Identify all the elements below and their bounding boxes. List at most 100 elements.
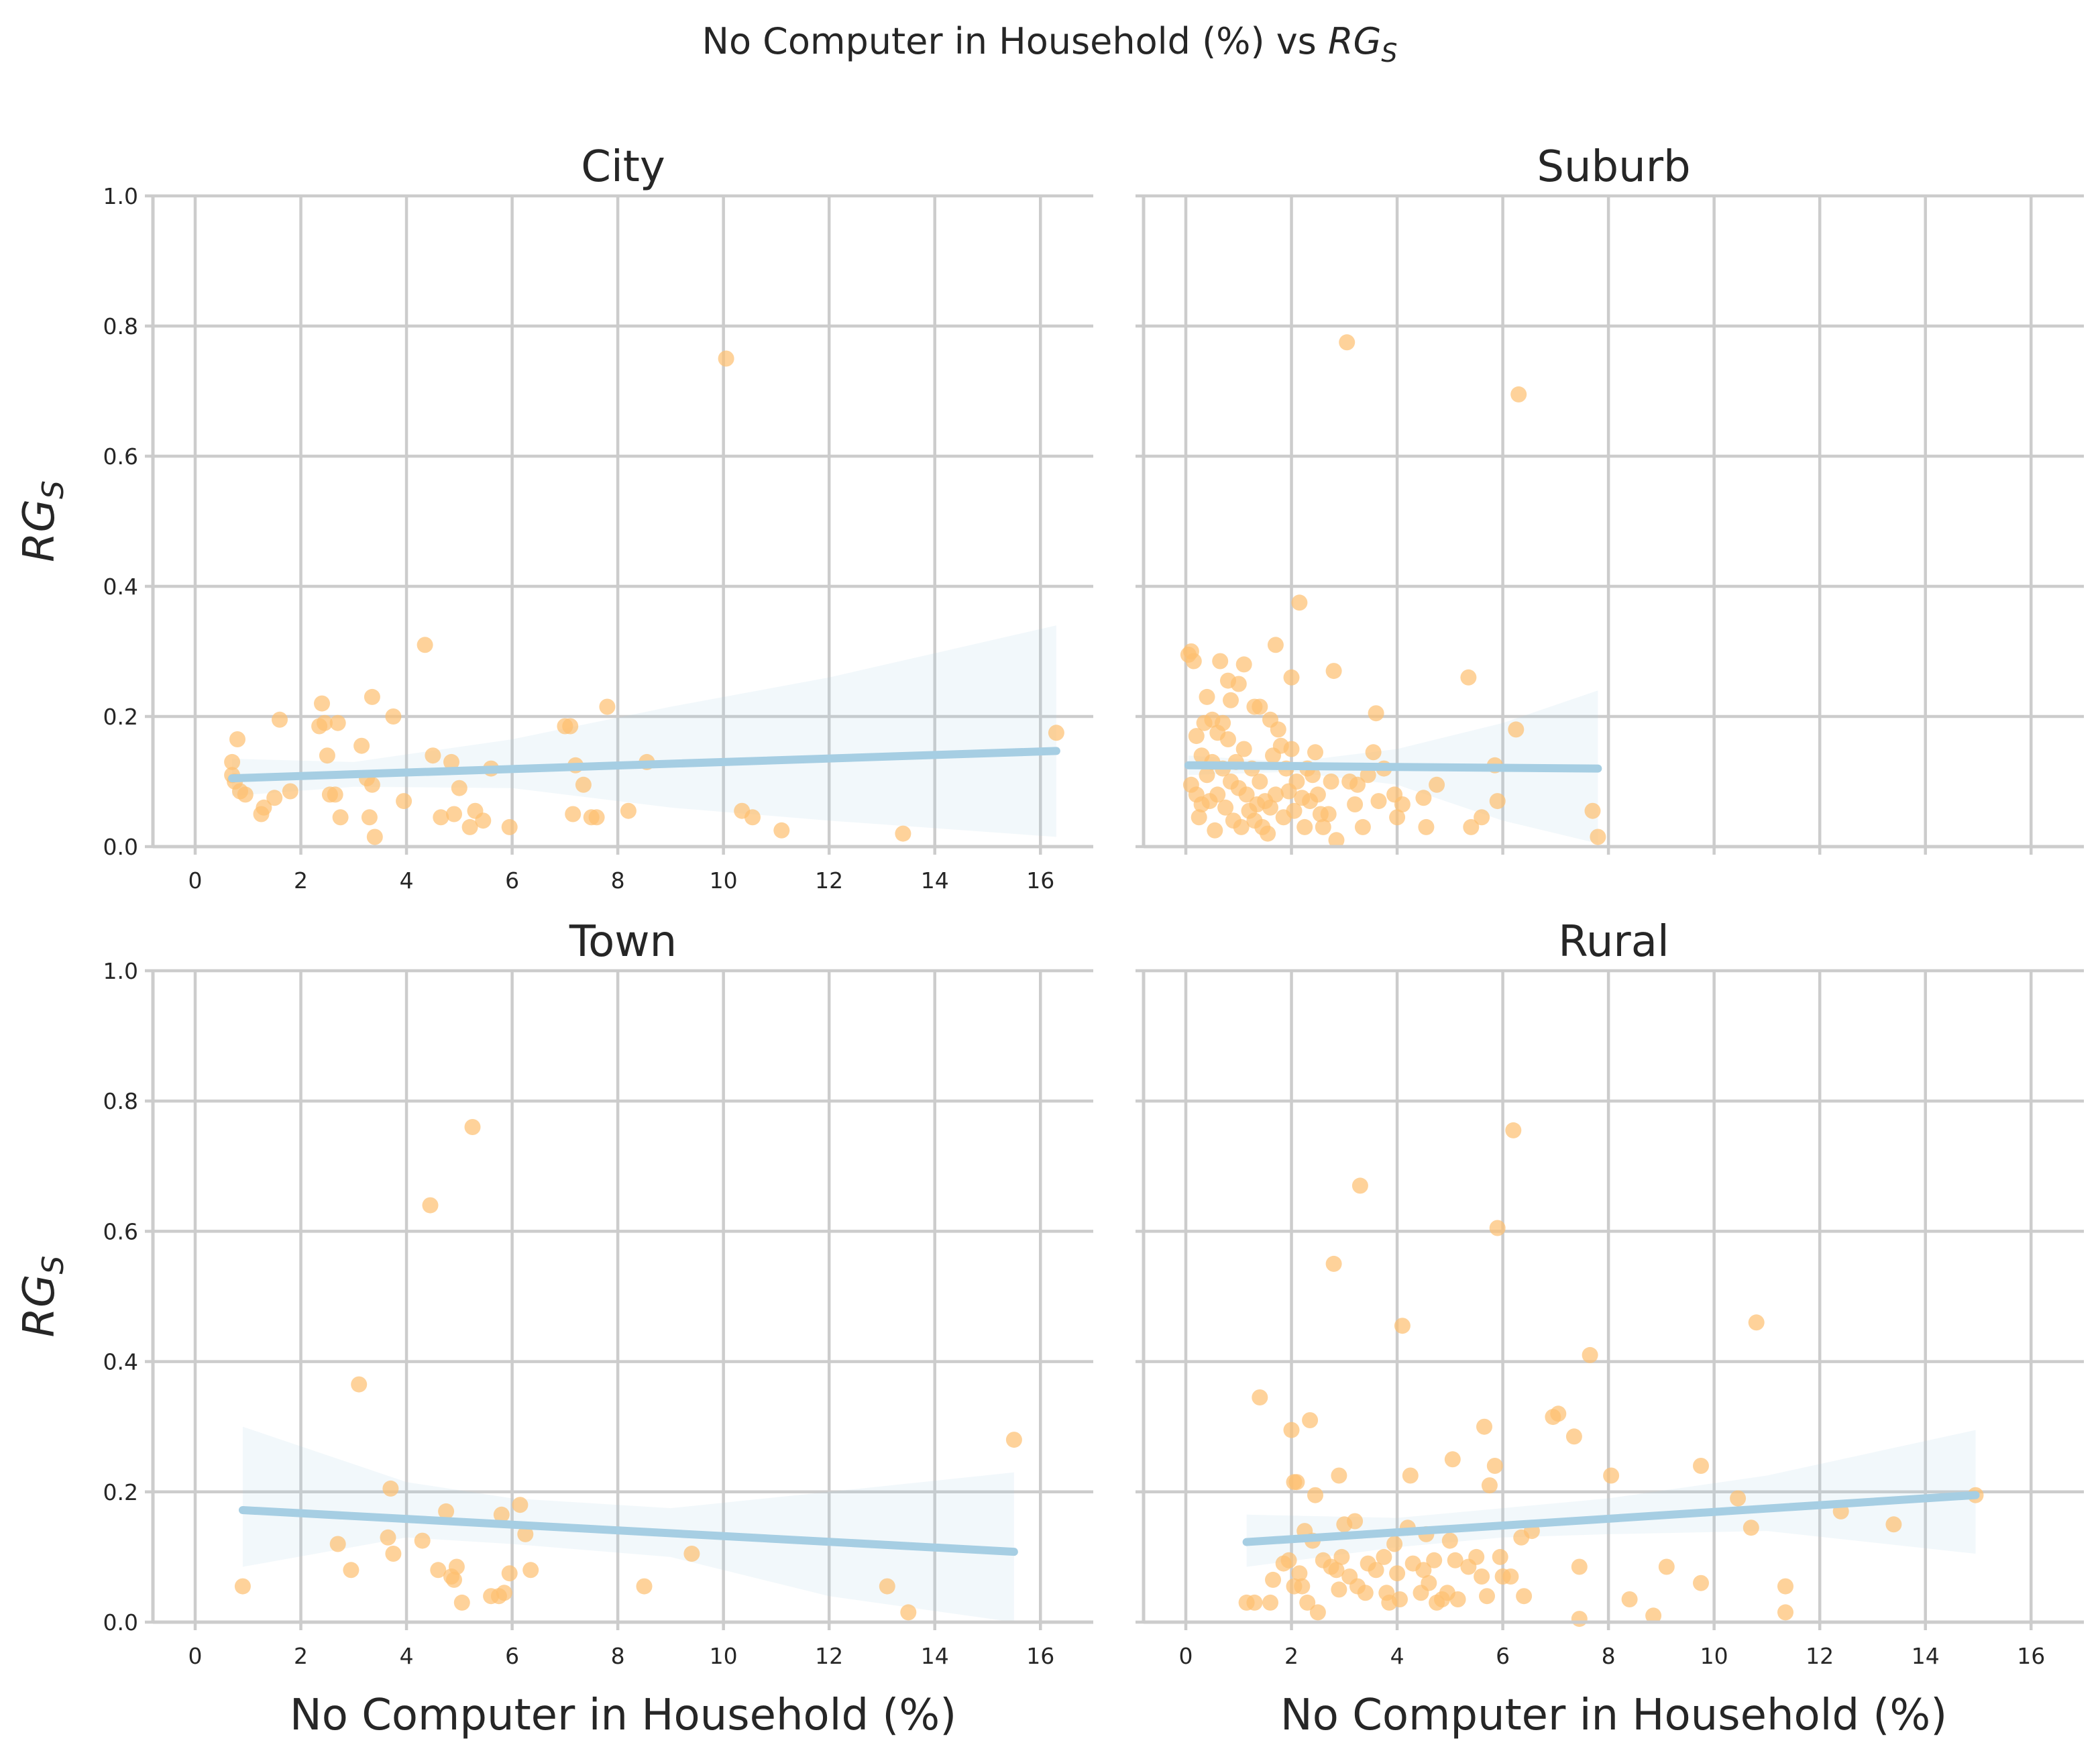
data-point [438, 1503, 455, 1520]
data-point [895, 825, 911, 842]
data-point [353, 737, 370, 754]
data-point [446, 806, 462, 822]
regression-line-rural [1242, 1491, 1980, 1546]
data-point [1516, 1588, 1533, 1605]
data-point [900, 1604, 917, 1621]
confidence-band-town [242, 1426, 1014, 1622]
data-point [1486, 1458, 1503, 1474]
data-point [314, 695, 330, 712]
y-axis-label: RGS [15, 1256, 70, 1338]
data-point [1565, 1428, 1582, 1445]
data-point [1481, 1477, 1498, 1494]
data-point [366, 829, 383, 845]
data-point [1280, 1552, 1297, 1568]
data-point [319, 747, 335, 764]
data-point [414, 1532, 431, 1549]
y-tick-label: 0.2 [103, 1479, 138, 1505]
x-tick-label: 2 [1284, 1643, 1298, 1669]
data-point [744, 809, 761, 826]
y-tick-label: 1.0 [103, 183, 138, 209]
data-point [1693, 1458, 1709, 1474]
x-tick-label: 2 [294, 1643, 308, 1669]
scatter-points-rural [1238, 1122, 1984, 1628]
data-point [1291, 594, 1308, 611]
data-point [224, 753, 241, 770]
data-point [1429, 776, 1445, 793]
data-point [1444, 1451, 1461, 1468]
x-tick-label: 16 [2017, 1643, 2045, 1669]
data-point [1476, 1418, 1492, 1435]
data-point [522, 1562, 539, 1579]
data-point [1296, 818, 1313, 835]
data-point [343, 1562, 360, 1579]
data-point [517, 1526, 534, 1542]
data-point [1270, 721, 1286, 738]
data-point [256, 799, 272, 816]
data-point [1421, 1575, 1437, 1591]
data-point [364, 776, 380, 793]
data-point [380, 1529, 396, 1546]
data-point [282, 783, 298, 800]
x-tick-label: 6 [505, 1643, 519, 1669]
data-point [1265, 1571, 1281, 1588]
data-point [1320, 806, 1337, 822]
data-point [1233, 818, 1250, 835]
data-point [385, 1546, 402, 1562]
data-point [1468, 1548, 1485, 1565]
suptitle-symbol: RG [1328, 20, 1381, 62]
data-point [327, 786, 343, 803]
data-point [1389, 809, 1406, 826]
data-point [1368, 1562, 1384, 1579]
y-axis-label-symbol: RG [15, 499, 64, 562]
data-point [1188, 728, 1205, 745]
data-point [1048, 725, 1064, 741]
data-point [1235, 741, 1252, 757]
data-point [1354, 818, 1371, 835]
data-point [1199, 688, 1215, 705]
data-point [1307, 1487, 1323, 1503]
data-point [425, 747, 441, 764]
x-tick-label: 6 [505, 867, 519, 894]
data-point [237, 786, 254, 803]
data-point [1305, 767, 1321, 784]
data-point [385, 708, 402, 725]
data-point [1267, 786, 1284, 803]
data-point [562, 718, 579, 735]
regression-line-suburb [1184, 761, 1602, 773]
x-tick-label: 0 [188, 867, 203, 894]
data-point [1230, 676, 1247, 692]
data-point [1325, 1255, 1342, 1272]
scatter-points-town [234, 1119, 1022, 1621]
panel-title-city: City [581, 142, 665, 192]
data-point [1315, 818, 1331, 835]
data-point [1220, 731, 1236, 747]
data-point [588, 809, 605, 826]
data-point [1262, 799, 1278, 816]
data-point [364, 688, 380, 705]
x-tick-label: 8 [611, 867, 625, 894]
data-point [1645, 1607, 1662, 1624]
data-point [1394, 1318, 1411, 1334]
data-point [1252, 698, 1268, 715]
data-point [1748, 1314, 1765, 1331]
x-tick-label: 8 [1602, 1643, 1616, 1669]
data-point [464, 1119, 481, 1135]
data-point [351, 1376, 368, 1393]
data-point [501, 818, 518, 835]
data-point [448, 1558, 465, 1575]
panel-city: 0.0 0.2 0.4 0.6 0.8 1.0 0 2 4 6 8 10 12 14 16 City RGS [15, 142, 1093, 894]
data-point [1584, 802, 1601, 819]
panel-title-suburb: Suburb [1537, 142, 1690, 192]
data-point [718, 350, 734, 367]
data-point [1492, 1548, 1508, 1565]
data-point [1005, 1432, 1022, 1448]
data-point [1777, 1578, 1793, 1595]
y-tick-label: 0.4 [103, 574, 138, 600]
data-point [1479, 1588, 1495, 1605]
data-point [1658, 1558, 1675, 1575]
data-point [1299, 1594, 1316, 1611]
data-point [599, 698, 616, 715]
y-tick-label: 0.8 [103, 1088, 138, 1114]
data-point [229, 731, 245, 747]
data-point [1502, 1568, 1519, 1585]
